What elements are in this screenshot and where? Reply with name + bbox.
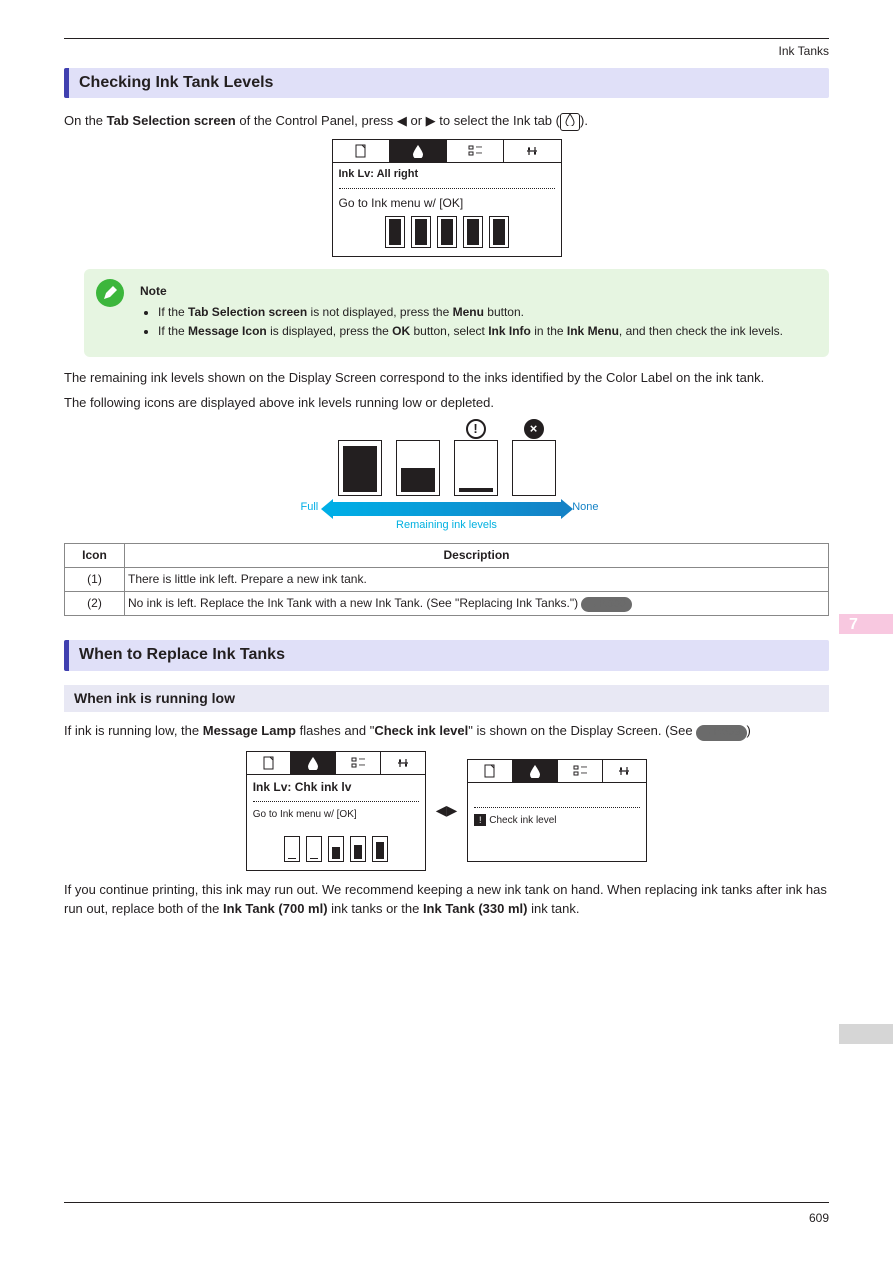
lcd-tab-paper [468,760,513,782]
lcd-title: Ink Lv: All right [339,167,555,182]
page-tab [839,1024,893,1044]
levels-text: The remaining ink levels shown on the Di… [64,369,829,387]
note-item: If the Message Icon is displayed, press … [158,323,809,340]
ink-gauge [350,836,366,862]
lcd-tab-settings [381,752,425,774]
lcd-tab-ink [513,760,558,782]
section-replace-ink: When to Replace Ink Tanks [64,640,829,670]
low-ink-para: If ink is running low, the Message Lamp … [64,722,829,740]
ink-gauge: ① [306,836,322,862]
ink-gauge [372,836,388,862]
ink-level-diagram: !× Full None Remaining ink levels [309,422,585,533]
lcd-tab-settings [504,140,560,162]
ink-gauge [463,216,483,248]
note-item: If the Tab Selection screen is not displ… [158,304,809,321]
gradient-arrow: Full None [333,502,561,516]
warning-icon: ! [474,814,486,826]
level-gauge [396,440,440,496]
chapter-title: Ink Tanks [64,43,829,60]
chapter-tab[interactable]: 7 [839,614,893,634]
note-box: Note If the Tab Selection screen is not … [84,269,829,357]
check-ink-msg: Check ink level [489,814,556,828]
lcd-hint: Go to Ink menu w/ [OK] [339,195,555,212]
page-link-609[interactable]: →P.609 [696,723,746,738]
lcd-ink-status: Ink Lv: All right Go to Ink menu w/ [OK] [332,139,562,257]
ink-gauge: ① [284,836,300,862]
table-row: (1)There is little ink left. Prepare a n… [65,567,829,591]
menu-pair: Ink Lv: Chk ink lv Go to Ink menu w/ [OK… [64,751,829,872]
arrow-caption: Remaining ink levels [309,518,585,533]
lcd-tab-ink [390,140,447,162]
section-checking-ink: Checking Ink Tank Levels [64,68,829,98]
warn-badge-icon: ! [466,419,486,439]
level-gauge: ! [454,440,498,496]
lcd-tab-job [558,760,603,782]
subsection-low-ink: When ink is running low [64,685,829,713]
ink-gauge [385,216,405,248]
nav-arrows-icon: ◀▶ [436,801,458,821]
lcd-tab-job [336,752,381,774]
notice-para: If you continue printing, this ink may r… [64,881,829,917]
levels-subtext: The following icons are displayed above … [64,394,829,412]
level-gauge [338,440,382,496]
intro-paragraph: On the Tab Selection screen of the Contr… [64,112,829,131]
ink-gauge [328,836,344,862]
lcd-tab-paper [333,140,390,162]
page-number: 609 [809,1210,829,1227]
page-link[interactable]: →P.600 [581,596,631,610]
note-heading: Note [140,283,809,300]
level-gauge: × [512,440,556,496]
ink-gauge [489,216,509,248]
table-row: (2)No ink is left. Replace the Ink Tank … [65,591,829,615]
pencil-icon [96,279,124,307]
ink-gauge [411,216,431,248]
lcd-tab-job [447,140,504,162]
lcd-tab-paper [247,752,292,774]
ink-key-icon [560,113,580,131]
lcd-tab-settings [603,760,647,782]
icon-description-table: Icon Description (1)There is little ink … [64,543,829,616]
ink-gauge [437,216,457,248]
error-badge-icon: × [524,419,544,439]
lcd-tab-ink [291,752,336,774]
